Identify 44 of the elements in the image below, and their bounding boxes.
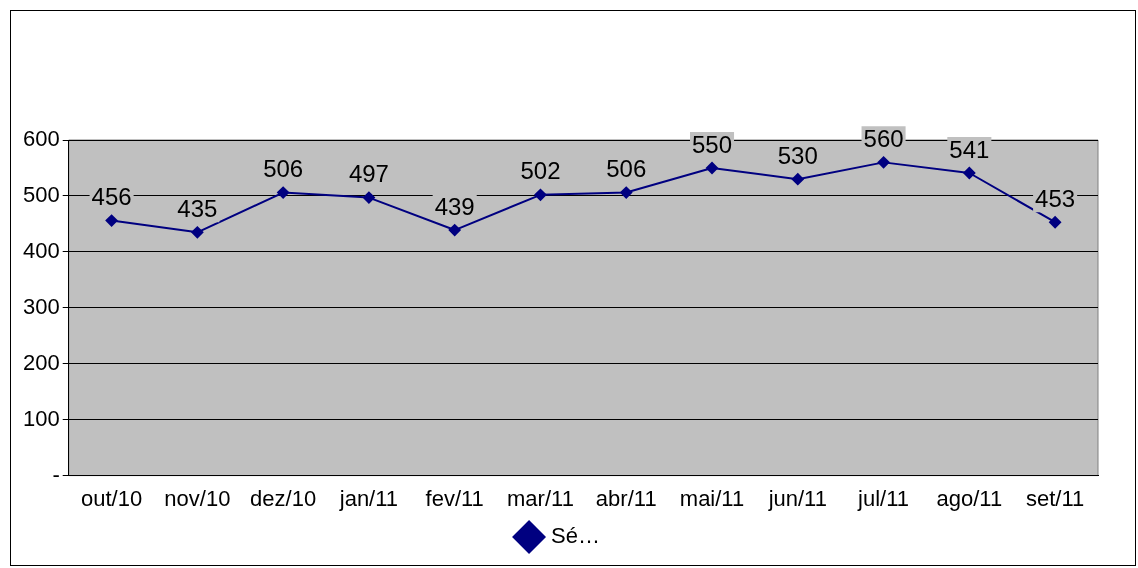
x-tick-label: abr/11 [595, 485, 657, 511]
y-tick-label: - [52, 461, 60, 487]
point [1049, 216, 1062, 229]
point [877, 156, 890, 169]
point [791, 173, 804, 186]
data-label: 435 [177, 194, 218, 222]
x-tick-label: dez/10 [250, 485, 317, 511]
y-tick-label: 100 [22, 405, 60, 431]
data-label: 560 [863, 125, 904, 152]
y-tick-label: 300 [22, 293, 60, 319]
x-tick-label: jan/11 [338, 485, 399, 511]
x-tick-label: out/10 [81, 485, 143, 511]
x-tick-label: set/11 [1025, 485, 1085, 511]
x-tick-label: fev/11 [425, 485, 484, 511]
data-label: 550 [691, 130, 733, 158]
x-tick-label: ago/11 [936, 485, 1003, 511]
x-tick-label: mar/11 [507, 485, 574, 511]
data-label: 456 [91, 183, 132, 211]
x-tick-label: nov/10 [164, 485, 231, 511]
data-label: 541 [949, 135, 990, 163]
data-label: 497 [348, 160, 389, 188]
point [448, 224, 461, 237]
legend-label: Sé… [551, 523, 600, 549]
point [963, 167, 976, 179]
point [706, 161, 719, 174]
point [277, 186, 290, 199]
data-label: 453 [1035, 184, 1076, 212]
y-tick-label: 600 [22, 126, 60, 152]
data-label: 502 [520, 157, 561, 185]
point [620, 186, 633, 199]
data-label: 506 [263, 155, 304, 183]
point [191, 226, 204, 239]
point [105, 214, 118, 227]
x-tick-label: jun/11 [767, 485, 827, 511]
y-tick-label: 200 [22, 349, 60, 375]
y-tick-label: 500 [22, 182, 60, 207]
data-label: 506 [606, 155, 647, 183]
x-tick-label: jul/11 [857, 485, 910, 511]
point [362, 191, 375, 204]
y-tick-label: 400 [22, 237, 60, 263]
data-label: 439 [434, 192, 475, 220]
x-tick-label: mai/11 [679, 485, 745, 511]
point [534, 188, 547, 201]
data-label: 530 [777, 141, 818, 169]
